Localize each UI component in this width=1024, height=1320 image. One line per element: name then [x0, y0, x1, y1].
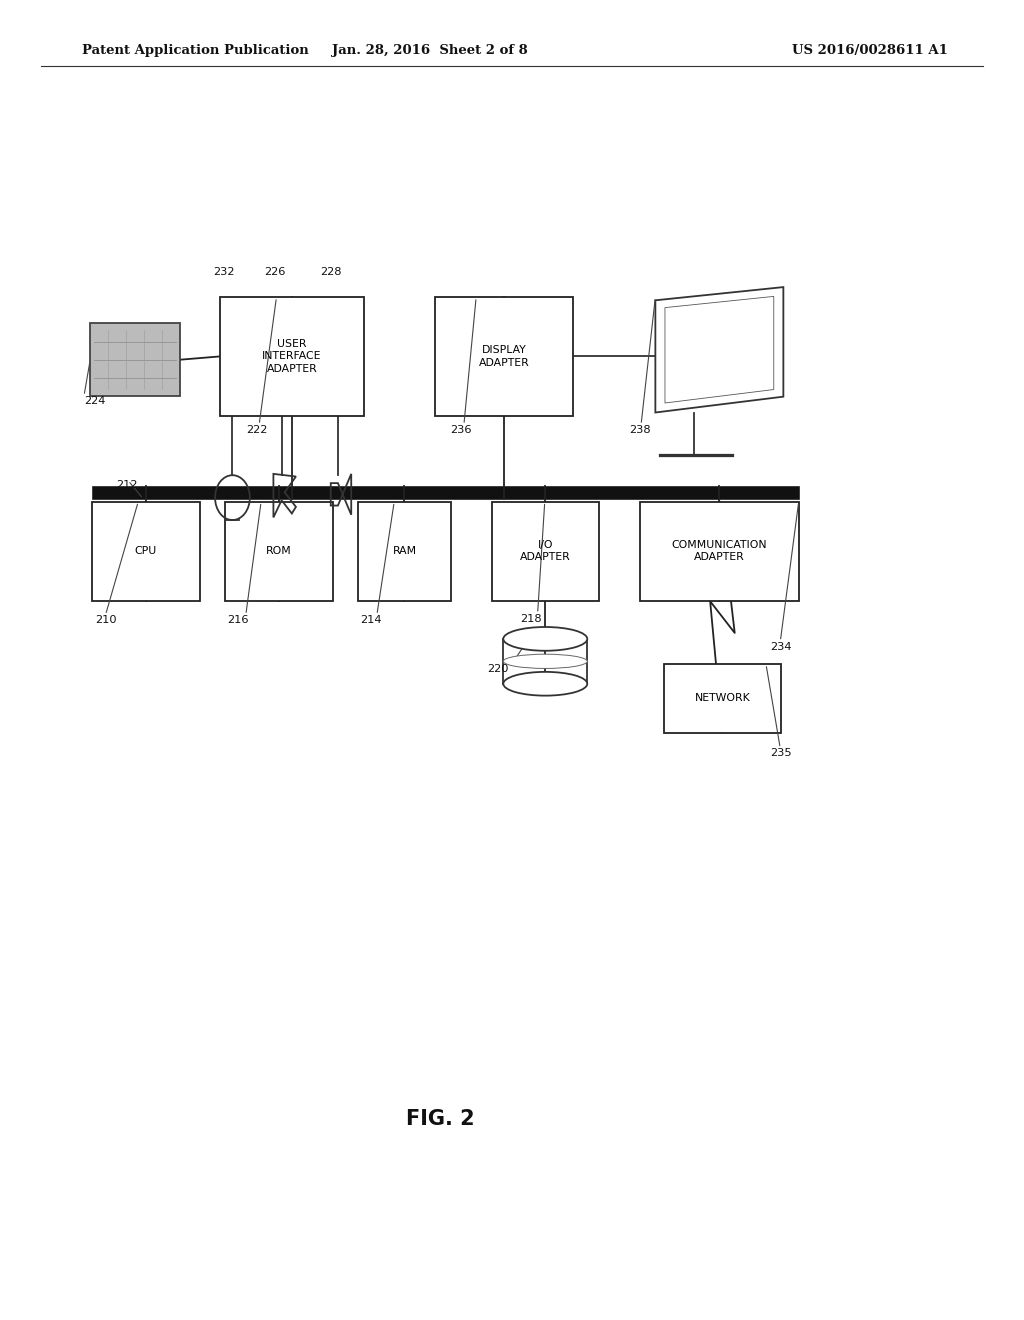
FancyBboxPatch shape — [220, 297, 364, 416]
Text: 232: 232 — [213, 267, 234, 277]
Text: 212: 212 — [116, 480, 137, 491]
Text: 210: 210 — [95, 615, 117, 626]
Text: DISPLAY
ADAPTER: DISPLAY ADAPTER — [479, 346, 529, 367]
Text: 234: 234 — [770, 642, 792, 652]
Text: 228: 228 — [321, 267, 342, 277]
FancyBboxPatch shape — [640, 502, 799, 601]
FancyBboxPatch shape — [358, 502, 451, 601]
Text: 214: 214 — [360, 615, 382, 626]
Text: 222: 222 — [246, 425, 267, 436]
Text: USER
INTERFACE
ADAPTER: USER INTERFACE ADAPTER — [262, 339, 322, 374]
Text: CPU: CPU — [135, 546, 157, 556]
Text: 220: 220 — [487, 664, 509, 675]
FancyBboxPatch shape — [225, 502, 333, 601]
FancyBboxPatch shape — [435, 297, 573, 416]
Text: FIG. 2: FIG. 2 — [406, 1109, 475, 1130]
Text: 226: 226 — [264, 267, 286, 277]
Text: 235: 235 — [770, 748, 792, 759]
Text: 224: 224 — [84, 396, 105, 407]
Text: 238: 238 — [629, 425, 650, 436]
Ellipse shape — [504, 655, 588, 668]
Text: US 2016/0028611 A1: US 2016/0028611 A1 — [793, 44, 948, 57]
FancyBboxPatch shape — [664, 664, 781, 733]
Text: 236: 236 — [451, 425, 472, 436]
Text: Patent Application Publication: Patent Application Publication — [82, 44, 308, 57]
FancyBboxPatch shape — [92, 502, 200, 601]
Text: ROM: ROM — [266, 546, 292, 556]
Text: I/O
ADAPTER: I/O ADAPTER — [520, 540, 570, 562]
Text: COMMUNICATION
ADAPTER: COMMUNICATION ADAPTER — [672, 540, 767, 562]
FancyBboxPatch shape — [90, 323, 180, 396]
Ellipse shape — [504, 627, 588, 651]
Text: RAM: RAM — [392, 546, 417, 556]
FancyBboxPatch shape — [492, 502, 599, 601]
Ellipse shape — [504, 672, 588, 696]
FancyBboxPatch shape — [92, 486, 799, 499]
Text: 218: 218 — [520, 614, 542, 624]
Text: NETWORK: NETWORK — [694, 693, 751, 704]
Text: 216: 216 — [227, 615, 249, 626]
Text: Jan. 28, 2016  Sheet 2 of 8: Jan. 28, 2016 Sheet 2 of 8 — [332, 44, 528, 57]
